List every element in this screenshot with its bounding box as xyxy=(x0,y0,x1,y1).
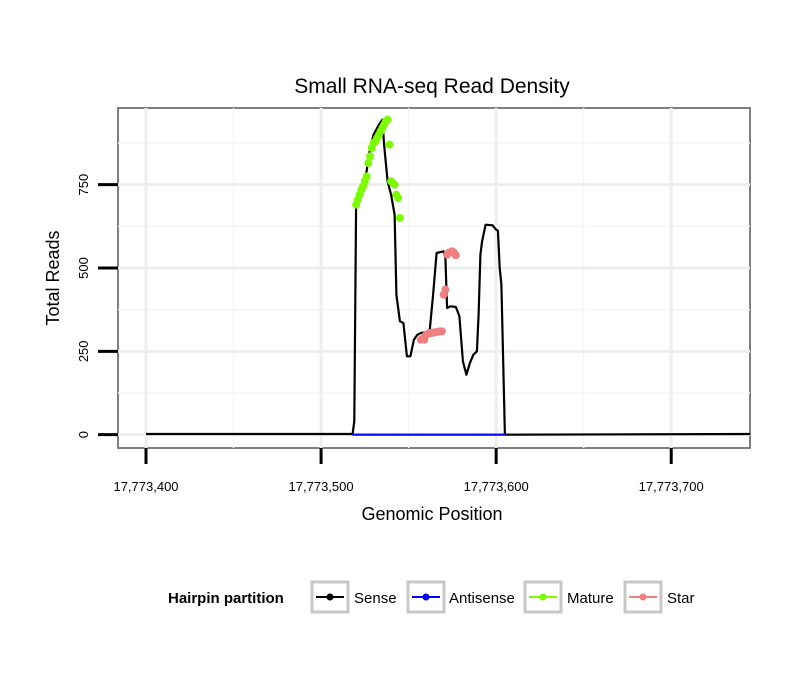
mature-point xyxy=(390,180,399,189)
axes: 17,773,400 17,773,500 17,773,600 17,773,700… xyxy=(76,174,704,494)
star-point xyxy=(437,327,446,336)
mature-point xyxy=(364,159,373,167)
mature-point xyxy=(385,140,394,149)
legend-label-antisense: Antisense xyxy=(449,590,515,607)
legend-label-star: Star xyxy=(667,590,695,607)
sense-series-line xyxy=(146,118,751,436)
legend-item-sense: Sense xyxy=(310,580,397,614)
x-tick-label: 17,773,500 xyxy=(289,479,354,494)
series-layer xyxy=(146,115,751,436)
x-tick-label: 17,773,700 xyxy=(639,479,704,494)
y-tick-label: 0 xyxy=(76,431,91,438)
legend: Hairpin partition Sense Antisense Mature St… xyxy=(168,580,695,614)
star-point xyxy=(451,251,460,260)
legend-item-star: Star xyxy=(623,580,695,614)
legend-item-antisense: Antisense xyxy=(406,580,515,614)
mature-point xyxy=(395,214,404,222)
mature-point xyxy=(383,115,392,124)
legend-item-mature: Mature xyxy=(523,580,614,614)
legend-dot-sense xyxy=(326,593,334,601)
legend-dot-antisense xyxy=(422,593,430,601)
legend-dot-star xyxy=(639,593,647,601)
legend-title: Hairpin partition xyxy=(168,590,284,607)
legend-dot-mature xyxy=(539,593,547,601)
y-tick-label: 250 xyxy=(76,340,91,362)
x-tick-label: 17,773,400 xyxy=(113,479,178,494)
y-tick-label: 750 xyxy=(76,174,91,196)
x-axis-label: Genomic Position xyxy=(361,504,502,524)
legend-label-mature: Mature xyxy=(567,590,614,607)
star-point xyxy=(441,285,450,294)
legend-label-sense: Sense xyxy=(354,590,397,607)
mature-point xyxy=(362,172,371,181)
chart-title: Small RNA-seq Read Density xyxy=(294,75,570,98)
y-axis-label: Total Reads xyxy=(43,230,63,325)
y-tick-label: 500 xyxy=(76,257,91,279)
mature-point xyxy=(394,194,403,202)
grid-lines xyxy=(118,108,750,448)
mature-point xyxy=(366,152,375,161)
x-tick-label: 17,773,600 xyxy=(464,479,529,494)
